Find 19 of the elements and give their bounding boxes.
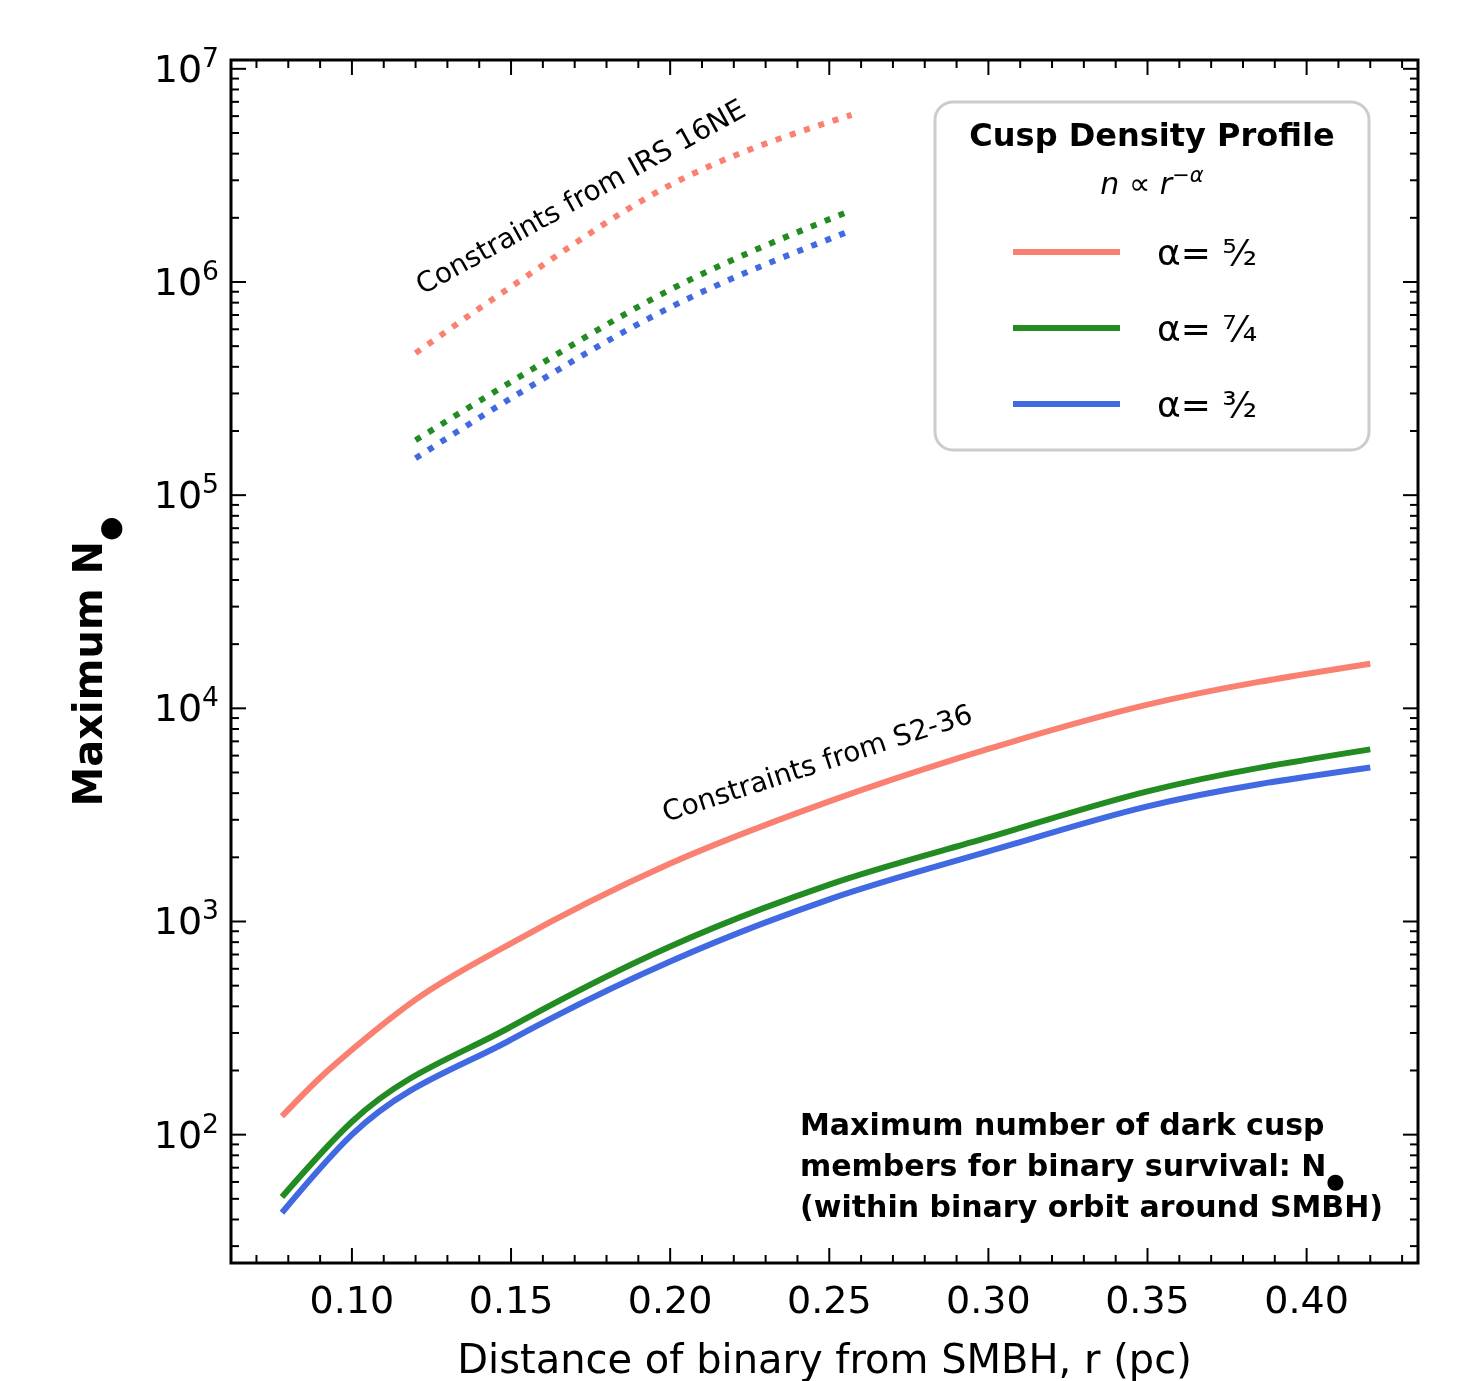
y-tick-label: 10$^{5}$ [153, 467, 219, 518]
legend-label: α= ³⁄₂ [1157, 384, 1258, 425]
y-tick-label: 10$^{7}$ [153, 41, 219, 91]
legend-label: α= ⁵⁄₂ [1157, 232, 1258, 273]
y-tick-label: 10$^{2}$ [153, 1107, 219, 1157]
x-tick-label: 0.15 [468, 1278, 554, 1322]
y-tick-label: 10$^{3}$ [153, 893, 219, 944]
x-tick-label: 0.10 [309, 1278, 395, 1322]
legend-label: α= ⁷⁄₄ [1157, 308, 1258, 349]
x-axis-title: Distance of binary from SMBH, r (pc) [457, 1336, 1192, 1381]
x-tick-label: 0.20 [627, 1278, 713, 1322]
annotation: Maximum number of dark cusp members for binary survival: N$_{●}$ (within binary orbit around SMBH) [800, 1107, 1384, 1224]
y-tick-label: 10$^{6}$ [153, 254, 219, 304]
y-tick-label: 10$^{4}$ [153, 680, 219, 731]
x-tick-label: 0.30 [946, 1278, 1031, 1322]
x-tick-label: 0.35 [1105, 1278, 1190, 1322]
legend-title: Cusp Density Profile n ∝ r$^{−α}$ [969, 116, 1335, 201]
x-tick-label: 0.40 [1264, 1278, 1349, 1322]
x-tick-label: 0.25 [786, 1278, 872, 1322]
